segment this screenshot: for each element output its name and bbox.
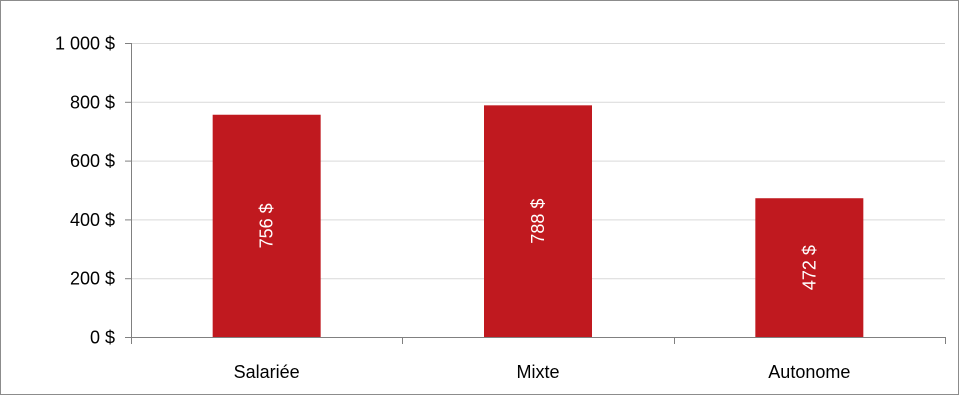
y-tick-label: 1 000 $	[55, 34, 115, 54]
data-label: 472 $	[799, 245, 819, 290]
y-tick-label: 400 $	[70, 210, 115, 230]
y-tick-label: 800 $	[70, 92, 115, 112]
bars	[212, 105, 864, 338]
bar-2	[755, 198, 864, 337]
x-tick-label: Mixte	[516, 362, 559, 382]
axes	[125, 43, 946, 344]
y-tick-label: 0 $	[90, 328, 115, 348]
data-label: 788 $	[528, 199, 548, 244]
bar-0	[212, 114, 321, 338]
bar-1	[484, 105, 592, 337]
y-tick-label: 200 $	[70, 269, 115, 289]
y-tick-label: 600 $	[70, 151, 115, 171]
labels: 0 $ 200 $ 400 $ 600 $ 800 $ 1 000 $ 756 $ Salar…	[55, 34, 850, 383]
x-tick-label: Autonome	[768, 362, 850, 382]
data-label: 756 $	[257, 203, 277, 248]
x-tick-label: Salariée	[234, 362, 300, 382]
